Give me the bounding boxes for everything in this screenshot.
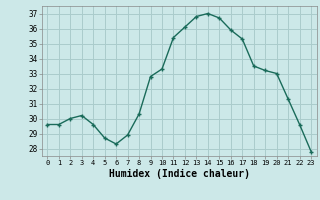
X-axis label: Humidex (Indice chaleur): Humidex (Indice chaleur)	[109, 169, 250, 179]
